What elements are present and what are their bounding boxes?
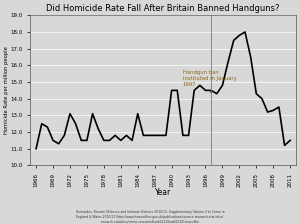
Title: Did Homicide Rate Fall After Britain Banned Handguns?: Did Homicide Rate Fall After Britain Ban… bbox=[46, 4, 280, 13]
Text: Homicides, Firearm Offences and Intimate Violence 2010/11: Supplementary Volume : Homicides, Firearm Offences and Intimate… bbox=[76, 210, 224, 224]
Y-axis label: Homicide Rate per million people: Homicide Rate per million people bbox=[4, 46, 9, 134]
Text: Handgun ban
instituted in January
1997: Handgun ban instituted in January 1997 bbox=[183, 70, 237, 93]
X-axis label: Year: Year bbox=[155, 188, 171, 197]
